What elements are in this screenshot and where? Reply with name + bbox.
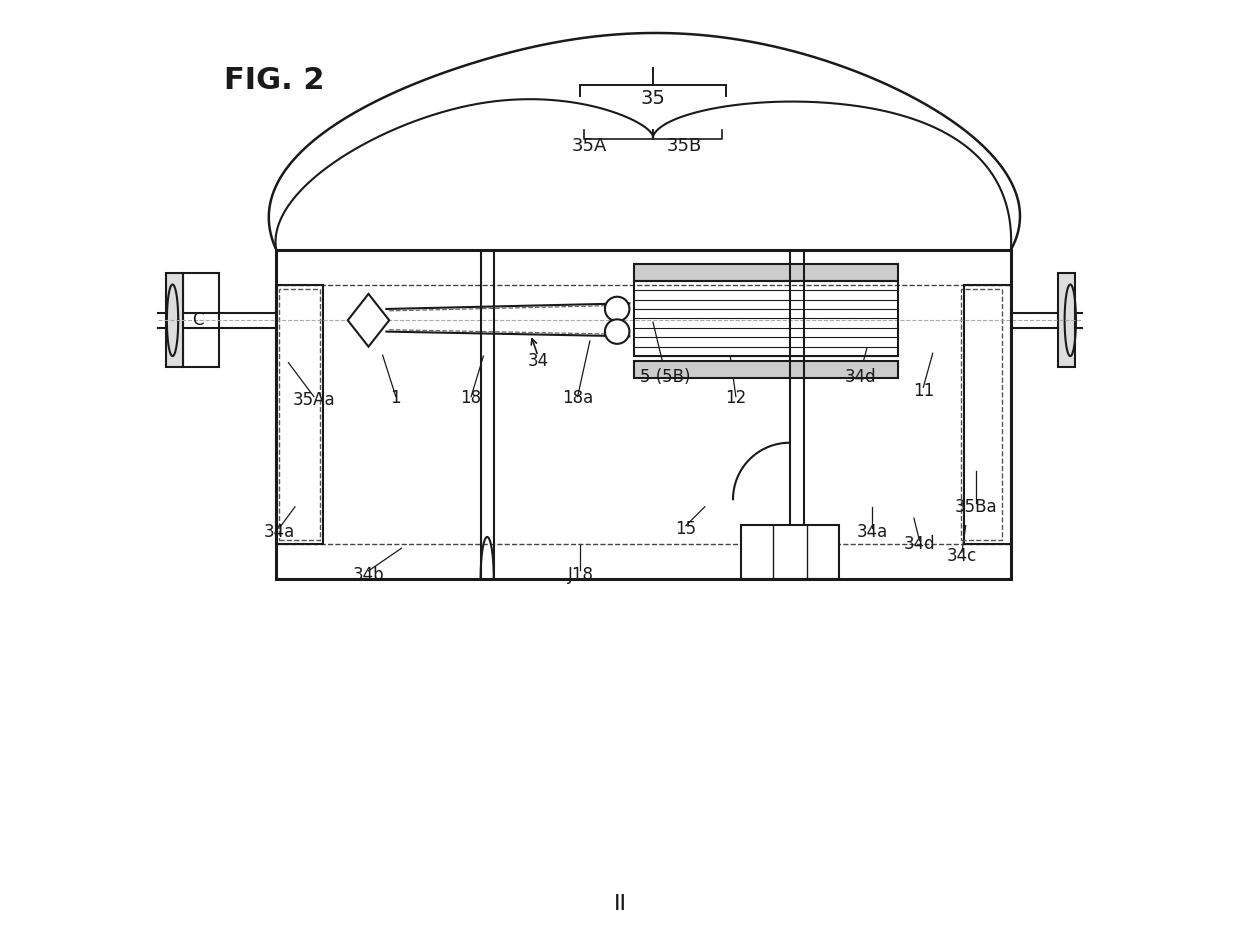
Text: 18a: 18a [562,389,593,408]
Text: 5 (5B): 5 (5B) [640,367,691,386]
Text: 35Ba: 35Ba [955,497,997,516]
Text: 34b: 34b [352,565,384,584]
Text: 12: 12 [725,389,746,408]
Text: 34a: 34a [857,523,888,542]
Bar [634,281,898,356]
Bar [184,273,218,367]
Text: 34: 34 [527,351,548,370]
Text: 11: 11 [913,382,934,400]
Text: 34c: 34c [947,546,977,565]
Bar [277,285,324,544]
Text: 35A: 35A [572,137,608,155]
Text: 34a: 34a [263,523,295,542]
Text: 35: 35 [641,89,666,108]
Bar [634,264,898,281]
Text: II: II [614,894,626,914]
Text: 18: 18 [460,389,481,408]
Text: FIG. 2: FIG. 2 [224,66,325,95]
Bar [279,289,320,540]
Bar [961,289,1002,540]
Circle shape [605,297,630,321]
Bar [634,361,898,378]
Polygon shape [347,294,389,347]
Text: 34d: 34d [844,367,875,386]
Bar [277,250,1011,579]
Circle shape [605,319,630,344]
Text: 35B: 35B [666,137,702,155]
Text: J18: J18 [568,565,594,584]
Bar [963,285,1011,544]
Bar [740,525,839,579]
Text: 34d: 34d [904,535,935,554]
Bar [166,273,184,367]
Bar [1058,273,1075,367]
Text: C: C [192,311,203,330]
Text: 1: 1 [391,389,401,408]
Text: 35Aa: 35Aa [293,391,335,410]
Text: 15: 15 [676,520,697,539]
